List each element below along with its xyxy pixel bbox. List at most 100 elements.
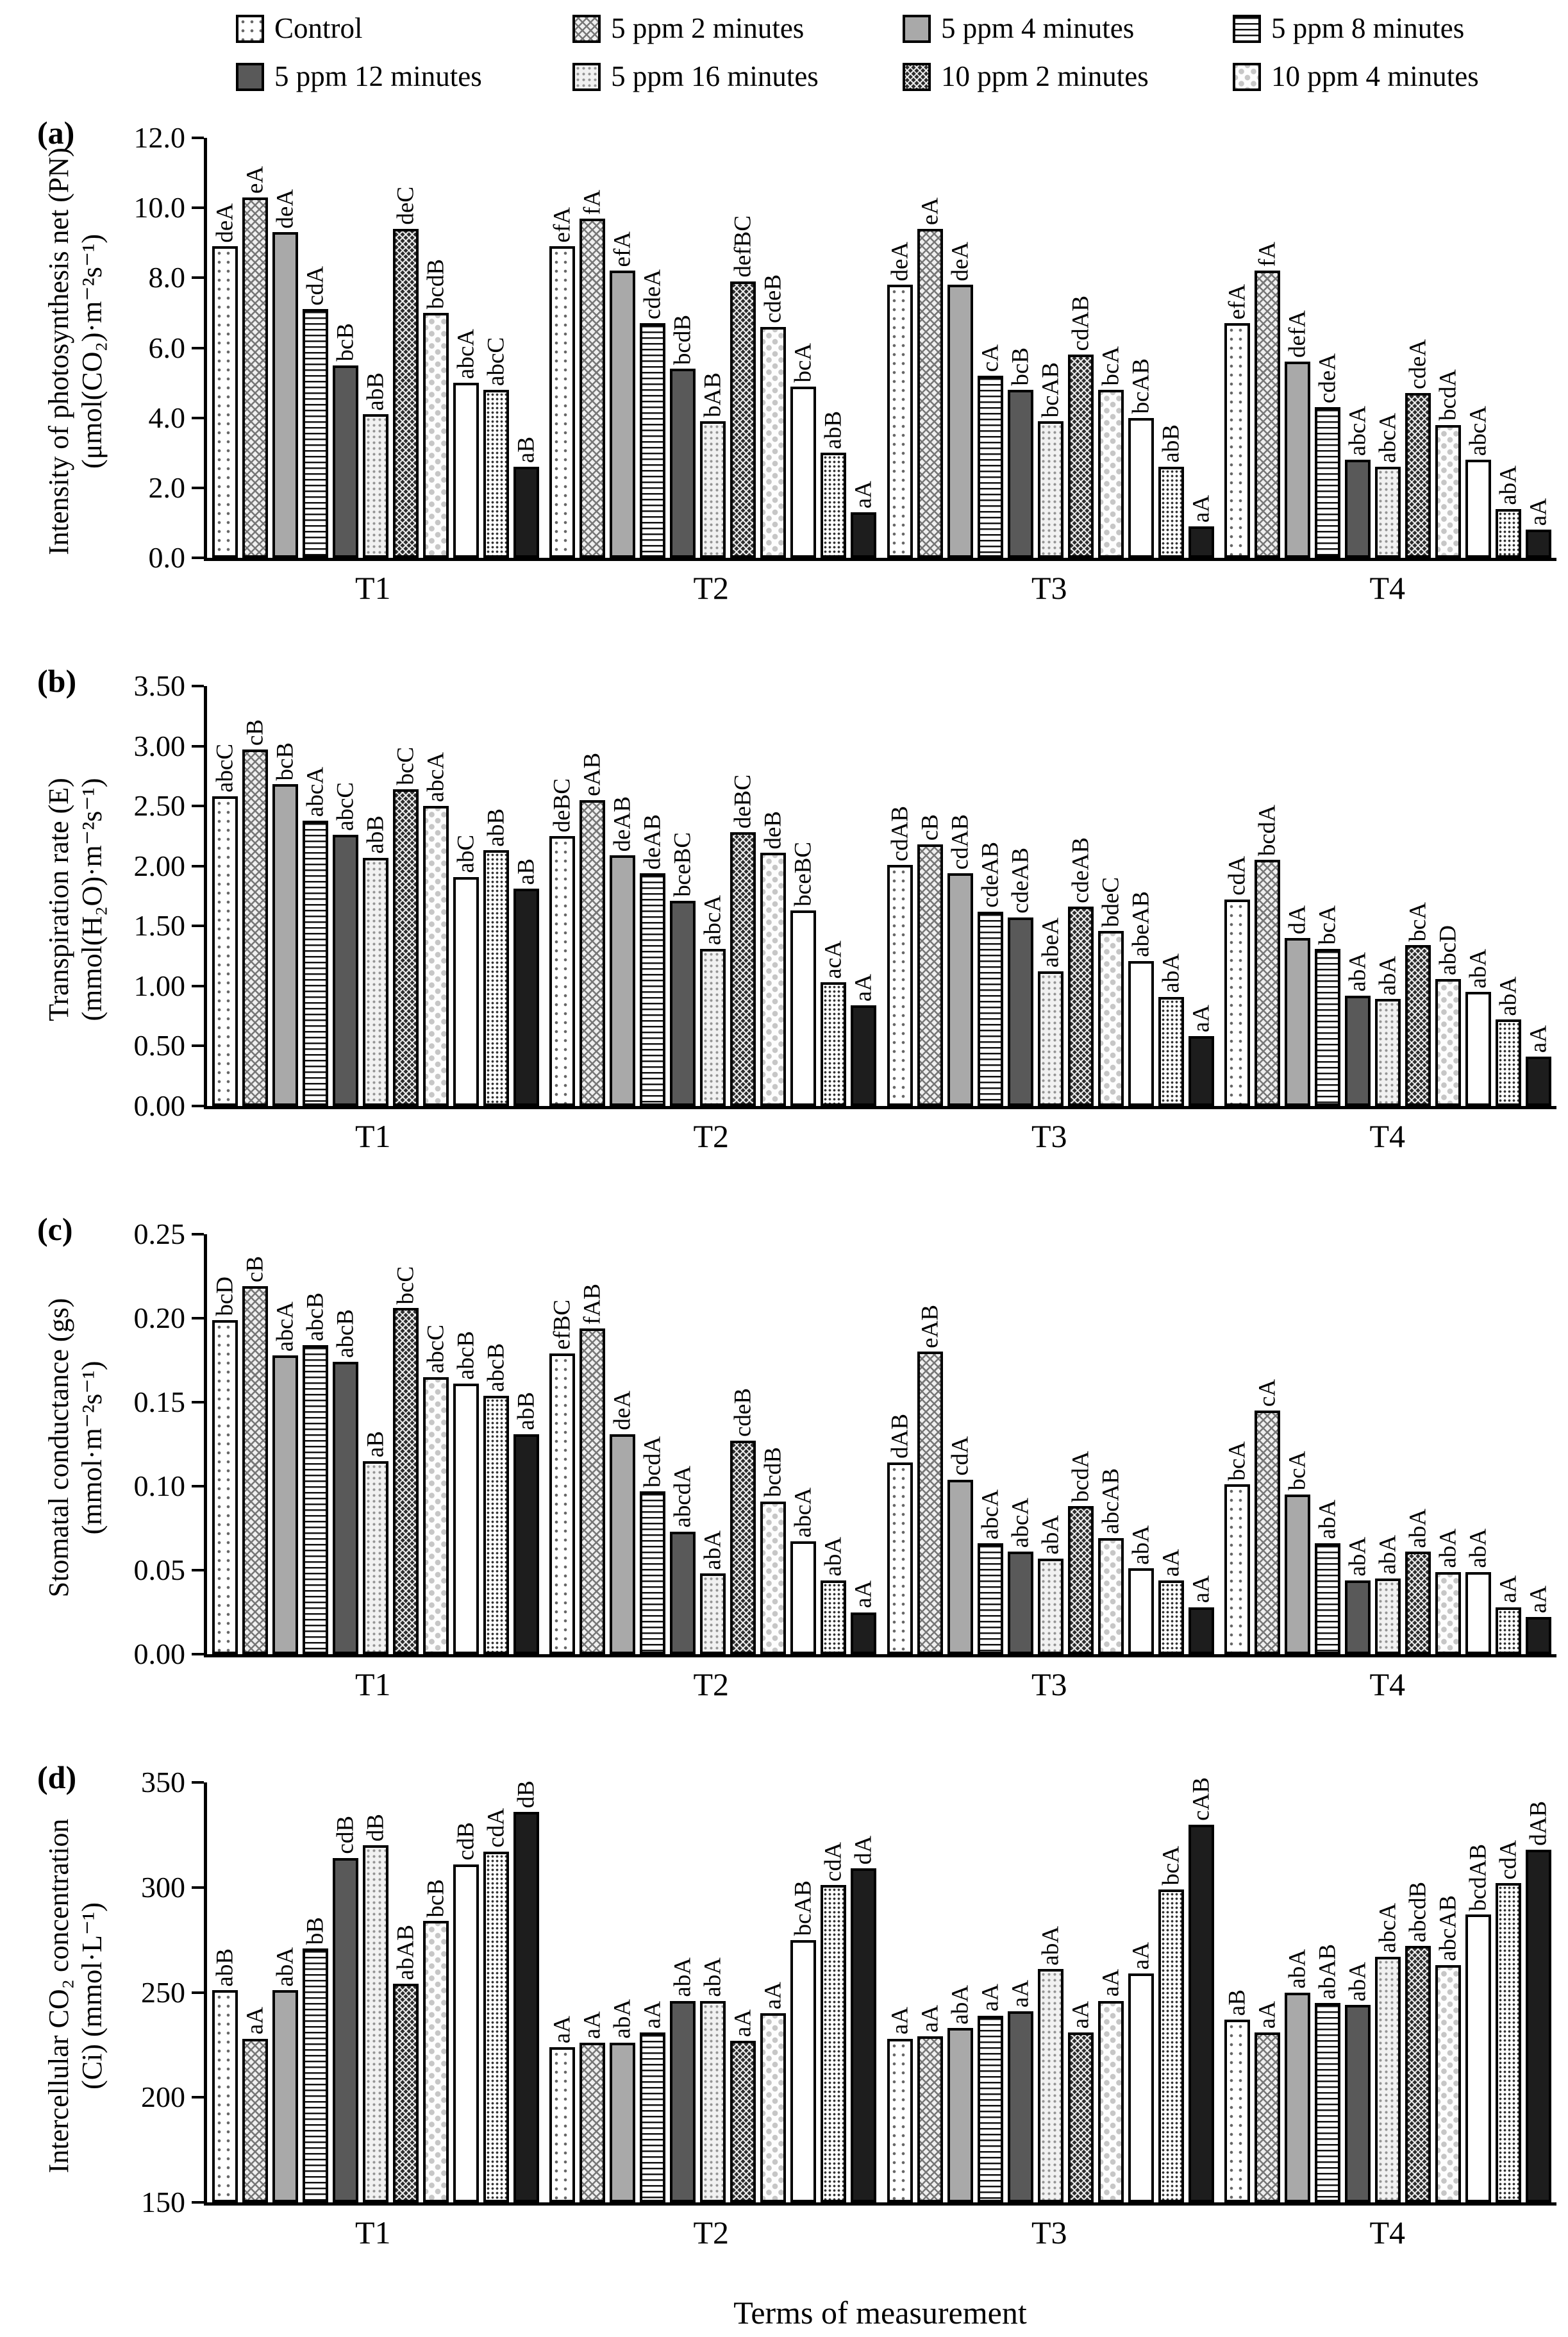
significance-label: bcA xyxy=(1314,905,1341,945)
bar-T3-series10: aA xyxy=(1158,1549,1184,1654)
bar-T3-series11: aA xyxy=(1188,495,1214,558)
bar-T3-series10: abB xyxy=(1158,424,1184,558)
bar-T2-series4: deAB xyxy=(640,814,666,1106)
significance-label: abA xyxy=(669,1957,696,1997)
bar-T3-series5: aA xyxy=(1007,1980,1033,2202)
significance-label: bcA xyxy=(1097,346,1124,386)
significance-label: abcA xyxy=(1344,406,1371,457)
significance-label: efA xyxy=(609,231,636,267)
significance-label: bcA xyxy=(1224,1441,1251,1481)
significance-label: abA xyxy=(820,1537,847,1577)
chart-panel-c: (c) Stomatal conductance (gs) (mmol·m⁻²s⁻¹… xyxy=(0,1205,1568,1754)
bar-T2-series4: bcdA xyxy=(640,1436,666,1654)
significance-label: aA xyxy=(850,1580,877,1609)
bar-T4-series7: cdeA xyxy=(1405,339,1431,558)
significance-label: dA xyxy=(850,1836,877,1865)
significance-label: cdB xyxy=(332,1816,359,1854)
significance-label: abA xyxy=(609,1999,636,2040)
significance-label: fAB xyxy=(579,1284,606,1325)
bar-T1-series3: bcB xyxy=(272,742,299,1106)
legend-label: Control xyxy=(274,12,363,44)
significance-label: bcdA xyxy=(1067,1451,1094,1503)
significance-label: aA xyxy=(1158,1548,1185,1577)
y-tick-label: 150 xyxy=(141,2186,185,2218)
y-tick-label: 1.50 xyxy=(133,909,186,942)
bar-T4-series2: cA xyxy=(1254,1379,1280,1654)
significance-label: abB xyxy=(513,1392,540,1430)
legend-swatch-icon xyxy=(572,62,601,91)
bar-T2-series7: defBC xyxy=(730,215,756,558)
y-tick-mark xyxy=(192,137,204,139)
legend-swatch-icon xyxy=(572,14,601,43)
bar-T4-series9: bcdAB xyxy=(1465,1844,1491,2202)
bar-T4-series6: abcA xyxy=(1374,413,1401,558)
significance-label: cA xyxy=(1254,1378,1281,1407)
y-tick-label: 0.15 xyxy=(133,1386,186,1418)
bar-T4-series5: abA xyxy=(1344,1962,1371,2202)
significance-label: bcdA xyxy=(639,1436,666,1487)
significance-label: aB xyxy=(362,1430,389,1457)
legend-label: 10 ppm 4 minutes xyxy=(1271,60,1479,92)
bar-T2-series9: bceBC xyxy=(790,842,817,1106)
plot-area: 3.50 3.00 2.50 2.00 1.50 1.00 0.50 0.00 abcC cB bc… xyxy=(134,671,1556,1121)
y-tick-label: 300 xyxy=(141,1870,185,1904)
bar-T4-series11: aA xyxy=(1525,1025,1551,1106)
y-tick-label: 2.0 xyxy=(148,471,186,504)
significance-label: aA xyxy=(549,2015,576,2043)
y-tick-mark xyxy=(192,1653,204,1655)
significance-label: abcB xyxy=(302,1292,329,1341)
significance-label: dB xyxy=(513,1780,540,1808)
bar-T1-series10: abcB xyxy=(483,1343,510,1654)
significance-label: abA xyxy=(1284,1948,1311,1989)
y-tick-mark xyxy=(192,984,204,987)
bar-group-T2: efA fA efA cdeA bcdB bAB defBC cdeB bcA abB aA xyxy=(544,138,881,558)
significance-label: abA xyxy=(1435,1528,1462,1568)
significance-label: bcA xyxy=(1405,901,1431,942)
plot-area: 12.0 10.0 8.0 6.0 4.0 2.0 0.0 deA eA deA cdA bcB abB… xyxy=(134,123,1556,573)
significance-label: deA xyxy=(887,241,913,281)
bar-T2-series11: aA xyxy=(851,481,877,558)
y-tick-mark xyxy=(192,2201,204,2204)
bar-T1-series1: deA xyxy=(212,203,238,558)
significance-label: aA xyxy=(1097,1969,1124,1997)
bar-T3-series11: aA xyxy=(1188,1575,1214,1654)
legend-label: 5 ppm 4 minutes xyxy=(941,12,1135,44)
significance-label: eA xyxy=(242,165,269,194)
significance-label: bcAB xyxy=(1128,358,1155,414)
y-tick-mark xyxy=(192,276,204,280)
significance-label: cAB xyxy=(1188,1777,1215,1821)
bar-T2-series7: cdeB xyxy=(730,1388,756,1654)
significance-label: aA xyxy=(1067,2000,1094,2029)
panel-letter-b: (b) xyxy=(37,663,77,699)
y-tick-mark xyxy=(192,685,204,687)
legend-item-4: 5 ppm 8 minutes xyxy=(1233,14,1556,43)
bar-T2-series3: deA xyxy=(610,1391,636,1654)
significance-label: abA xyxy=(947,1984,974,2025)
significance-label: bcB xyxy=(332,323,359,362)
bar-T1-series10: cdA xyxy=(483,1808,510,2202)
significance-label: defBC xyxy=(730,215,756,278)
bar-T1-series3: deA xyxy=(272,189,299,558)
significance-label: abB xyxy=(362,816,389,854)
bar-T3-series6: bcAB xyxy=(1037,362,1063,558)
bar-T3-series7: cdAB xyxy=(1067,296,1094,558)
y-tick-label: 0.20 xyxy=(133,1302,186,1334)
y-axis-title-box: Stomatal conductance (gs) (mmol·m⁻²s⁻¹) xyxy=(18,1234,133,1661)
x-category-labels: T1 T2 T3 T4 xyxy=(204,569,1556,607)
bar-T2-series2: aA xyxy=(580,2011,606,2202)
bar-T3-series9: abeAB xyxy=(1128,891,1154,1106)
bar-T3-series7: aA xyxy=(1067,2001,1094,2202)
bar-T4-series2: aA xyxy=(1254,2001,1280,2202)
y-axis-title-line2: (mmol(H₂O)·m⁻²s⁻¹) xyxy=(76,777,108,1021)
y-tick-label: 4.0 xyxy=(148,401,186,434)
legend-swatch-icon xyxy=(1233,62,1262,91)
bar-T4-series1: efA xyxy=(1224,284,1250,558)
bar-T4-series8: abcAB xyxy=(1435,1895,1461,2202)
legend-swatch-icon xyxy=(236,62,264,91)
significance-label: bcdAB xyxy=(1465,1843,1492,1911)
significance-label: abcA xyxy=(302,766,329,817)
y-tick-label: 0.0 xyxy=(148,541,186,574)
bar-T4-series8: abcD xyxy=(1435,925,1461,1106)
bar-T4-series5: abA xyxy=(1344,1537,1371,1654)
bar-T2-series3: deAB xyxy=(610,796,636,1106)
